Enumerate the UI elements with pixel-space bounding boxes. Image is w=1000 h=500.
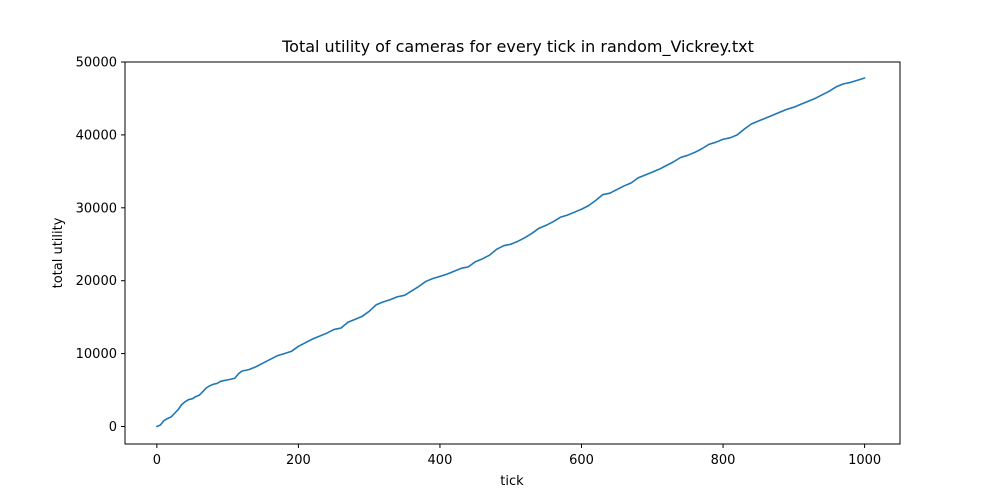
chart-title: Total utility of cameras for every tick …: [281, 37, 754, 57]
y-tick-label: 30000: [76, 201, 117, 216]
x-tick-label: 600: [569, 453, 594, 468]
x-tick-label: 400: [428, 453, 453, 468]
plot-frame: [124, 61, 901, 445]
x-tick-label: 800: [711, 453, 736, 468]
x-tick-label: 0: [153, 453, 161, 468]
x-tick-label: 1000: [848, 453, 881, 468]
y-tick-label: 10000: [76, 347, 117, 362]
plot-area: [124, 61, 901, 445]
y-axis: 0 10000 20000 30000 40000 50000: [76, 56, 125, 435]
y-tick-label: 40000: [76, 128, 117, 143]
y-axis-label: total utility: [51, 217, 66, 288]
y-tick-label: 50000: [76, 56, 117, 71]
y-tick-label: 20000: [76, 274, 117, 289]
x-axis-label: tick: [500, 474, 524, 489]
series-line-0: [156, 77, 866, 428]
y-tick-label: 0: [109, 420, 117, 435]
x-axis: 0 200 400 600 800 1000: [153, 444, 881, 468]
x-tick-label: 200: [286, 453, 311, 468]
